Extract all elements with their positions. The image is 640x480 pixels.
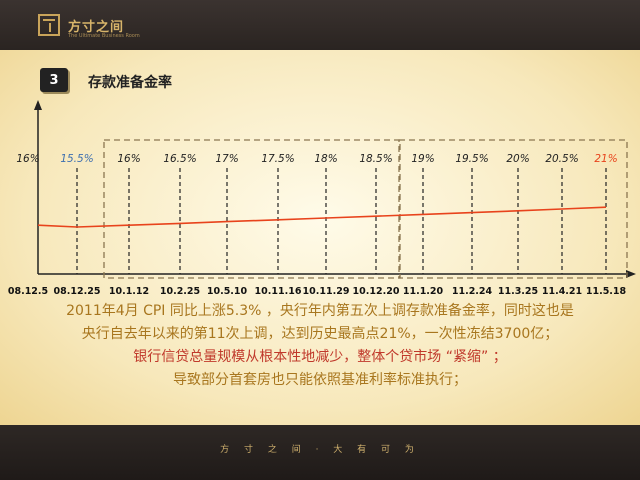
description-line-4: 导致部分首套房也只能依照基准利率标准执行； <box>173 372 467 388</box>
reserve-ratio-line <box>37 206 607 228</box>
x-tick-label-11.3.25: 11.3.25 <box>498 286 538 297</box>
value-label-08.12.5: 16% <box>16 153 39 165</box>
value-label-11.5.18: 21% <box>594 153 617 165</box>
description-line-2: 央行自去年以来的第11次上调，达到历史最高点21%，一次性冻结3700亿； <box>81 326 559 342</box>
value-label-11.4.21: 20.5% <box>545 153 578 165</box>
x-tick-label-10.1.12: 10.1.12 <box>109 286 149 297</box>
value-label-10.5.10: 17% <box>215 153 238 165</box>
value-label-08.12.25: 15.5% <box>60 153 93 165</box>
x-tick-label-10.2.25: 10.2.25 <box>160 286 200 297</box>
description-line-1: 2011年4月 CPI 同比上涨5.3% ，央行年内第五次上调存款准备金率，同时… <box>66 303 574 319</box>
section-number-badge: 3 <box>40 68 68 92</box>
footer-slogan: 方 寸 之 间 · 大 有 可 为 <box>220 445 420 455</box>
x-tick-label-11.4.21: 11.4.21 <box>542 286 582 297</box>
value-label-11.1.20: 19% <box>411 153 434 165</box>
x-tick-label-08.12.5: 08.12.5 <box>8 286 48 297</box>
value-label-10.1.12: 16% <box>117 153 140 165</box>
x-axis-arrow <box>626 270 636 278</box>
logo-text: 方寸之间 <box>68 20 125 35</box>
x-tick-label-11.2.24: 11.2.24 <box>452 286 493 297</box>
section-title: 存款准备金率 <box>88 75 172 91</box>
content-area <box>0 50 640 425</box>
period-group-box-1 <box>103 139 401 279</box>
description-text: 2011年4月 CPI 同比上涨5.3% ，央行年内第五次上调存款准备金率，同时… <box>20 300 620 392</box>
logo-subtitle: The Ultimate Business Room <box>68 33 140 39</box>
footer-bar <box>0 425 640 480</box>
value-label-11.2.24: 19.5% <box>455 153 488 165</box>
x-tick-label-10.11.29: 10.11.29 <box>303 286 350 297</box>
value-label-10.11.16: 17.5% <box>261 153 294 165</box>
value-label-10.2.25: 16.5% <box>163 153 196 165</box>
period-group-box-2 <box>398 139 628 279</box>
header-bar: 方寸之间 The Ultimate Business Room <box>0 0 640 50</box>
x-tick-label-08.12.25: 08.12.25 <box>54 286 101 297</box>
value-label-11.3.25: 20% <box>506 153 529 165</box>
description-line-3: 银行信贷总量规模从根本性地减少，整体个贷市场 “紧缩” ； <box>133 349 507 365</box>
logo-icon <box>38 14 60 36</box>
x-tick-label-11.5.18: 11.5.18 <box>586 286 627 297</box>
y-axis-arrow <box>34 100 42 110</box>
x-tick-label-10.11.16: 10.11.16 <box>255 286 302 297</box>
reserve-ratio-chart: 16% 15.5% 16% 16.5% 17% 17.5% 18% 18.5% 19% 19.5%… <box>8 100 636 297</box>
x-tick-label-10.5.10: 10.5.10 <box>207 286 248 297</box>
value-label-10.11.29: 18% <box>314 153 337 165</box>
value-label-10.12.20: 18.5% <box>359 153 392 165</box>
x-tick-label-10.12.20: 10.12.20 <box>353 286 400 297</box>
x-tick-label-11.1.20: 11.1.20 <box>403 286 444 297</box>
